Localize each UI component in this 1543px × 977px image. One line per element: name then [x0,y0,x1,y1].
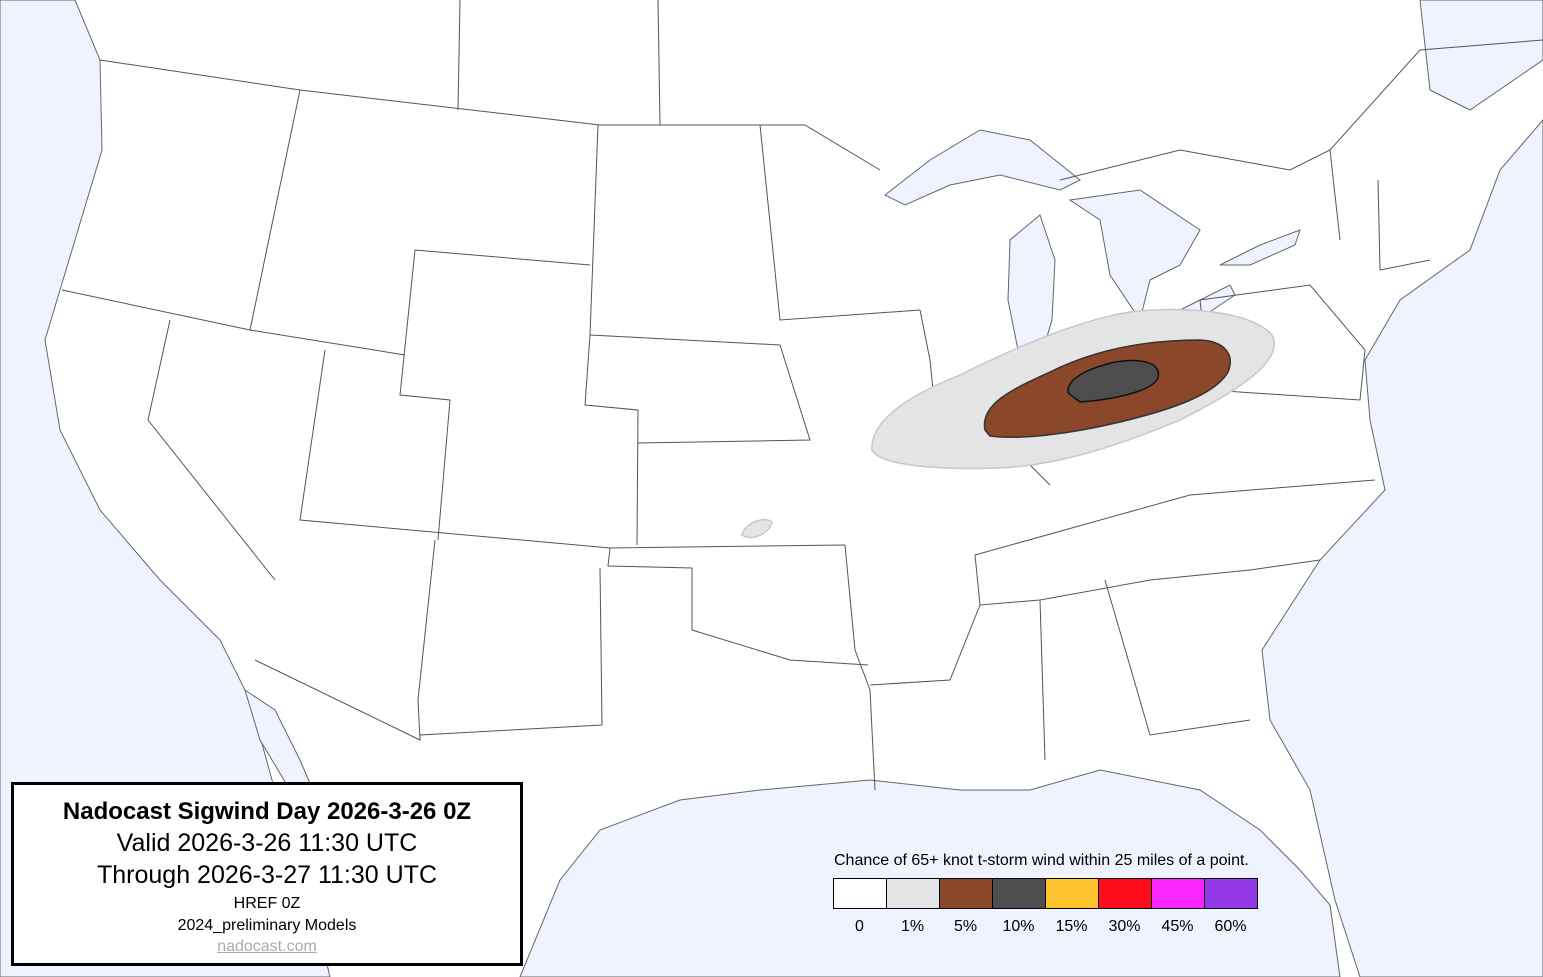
legend-label: 15% [1055,918,1088,935]
legend-swatch [834,879,887,908]
nadocast-link[interactable]: nadocast.com [217,938,317,955]
legend-label: 30% [1108,918,1141,935]
legend-swatch [1205,879,1257,908]
legend-title: Chance of 65+ knot t-storm wind within 2… [834,852,1249,869]
lake-superior [884,129,1081,206]
legend-labels: 0 1% 5% 10% 15% 30% 45% 60% [833,918,1257,936]
atlantic-ocean [1261,119,1543,977]
valid-time: Valid 2026-3-26 11:30 UTC [116,829,418,857]
legend-swatch [1152,879,1205,908]
models-version: 2024_preliminary Models [177,917,357,934]
legend-label: 0 [855,918,864,935]
map-title: Nadocast Sigwind Day 2026-3-26 0Z [62,798,472,825]
through-time: Through 2026-3-27 11:30 UTC [96,861,437,889]
legend-label: 45% [1161,918,1194,935]
probability-contours [741,308,1275,539]
legend-swatches [833,878,1258,909]
model-label: HREF 0Z [233,895,301,912]
legend-label: 5% [953,918,978,935]
legend-label: 10% [1002,918,1035,935]
legend-swatch [1099,879,1152,908]
state-borders [61,0,1543,791]
legend-swatch [1046,879,1099,908]
atlantic-north [1419,0,1543,111]
legend-swatch [993,879,1046,908]
contour-1pct-kansas [741,518,773,539]
lake-huron [1068,189,1201,322]
lake-ontario [1219,229,1301,266]
contour-10pct [1067,359,1160,403]
legend-swatch [940,879,993,908]
legend-label: 60% [1214,918,1247,935]
legend-label: 1% [900,918,925,935]
title-box: Nadocast Sigwind Day 2026-3-26 0Z Valid … [11,782,523,966]
legend-swatch [887,879,940,908]
gulf-of-mexico [519,769,1341,977]
